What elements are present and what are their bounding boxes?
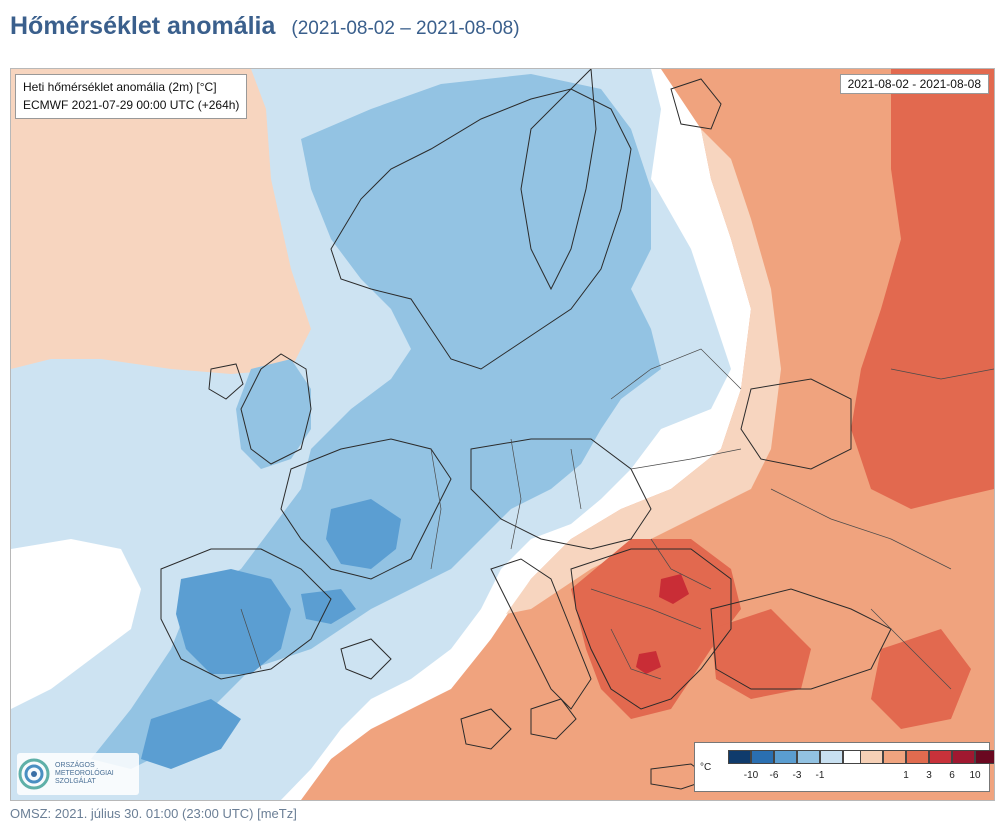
legend-tick-label: 10 bbox=[969, 770, 981, 781]
map-date-box: 2021-08-02 - 2021-08-08 bbox=[839, 74, 989, 94]
legend-tick-label: -3 bbox=[792, 770, 802, 781]
map-canvas bbox=[11, 69, 994, 800]
legend-swatch bbox=[906, 750, 929, 764]
legend-tick-label: -10 bbox=[743, 770, 759, 781]
legend-tick-label: -6 bbox=[769, 770, 779, 781]
zone-neg3-uk bbox=[236, 359, 311, 469]
legend-swatch bbox=[860, 750, 883, 764]
legend-swatch bbox=[883, 750, 906, 764]
legend-swatch bbox=[751, 750, 774, 764]
map-info-box: Heti hőmérséklet anomália (2m) [°C] ECMW… bbox=[15, 74, 248, 119]
legend-swatch bbox=[975, 750, 994, 764]
coastlines bbox=[160, 69, 892, 790]
zone-atlantic-warm bbox=[11, 69, 311, 374]
zone-neg6-france bbox=[326, 499, 401, 569]
legend-swatch bbox=[728, 750, 751, 764]
zone-pos6-levant bbox=[871, 629, 971, 729]
zone-pos3-east bbox=[301, 69, 994, 800]
legend-tick-label: 1 bbox=[903, 770, 909, 781]
omsz-logo[interactable]: ORSZÁGOS METEOROLÓGIAI SZOLGÁLAT bbox=[17, 753, 139, 795]
footer-note: OMSZ: 2021. július 30. 01:00 (23:00 UTC)… bbox=[10, 806, 297, 821]
legend-swatch bbox=[774, 750, 797, 764]
page-title: Hőmérséklet anomália (2021-08-02 – 2021-… bbox=[10, 12, 520, 48]
legend-tick-label: 6 bbox=[949, 770, 955, 781]
color-legend: °C -10 -6 -3 -1 1 3 6 10 bbox=[694, 742, 994, 792]
zone-pos6-balkans bbox=[571, 539, 741, 719]
zone-pos10-serbia bbox=[659, 574, 689, 604]
legend-swatch bbox=[820, 750, 843, 764]
anomaly-map[interactable]: Heti hőmérséklet anomália (2m) [°C] ECMW… bbox=[10, 68, 995, 801]
zone-pos10-greece bbox=[636, 651, 661, 674]
zone-atlantic-neutral bbox=[11, 539, 141, 709]
zone-neg6-ebro bbox=[301, 589, 356, 624]
zone-pos6-russia bbox=[851, 69, 994, 509]
legend-swatch bbox=[952, 750, 975, 764]
legend-swatch bbox=[797, 750, 820, 764]
zone-pos6-turkey bbox=[711, 609, 811, 699]
borders bbox=[240, 348, 994, 690]
map-title: Hőmérséklet anomália bbox=[10, 12, 276, 40]
omsz-logo-text: ORSZÁGOS METEOROLÓGIAI SZOLGÁLAT bbox=[55, 762, 114, 785]
zone-pos1-fringe bbox=[506, 129, 781, 614]
zone-neg6-south bbox=[141, 699, 241, 769]
map-date-range: (2021-08-02 – 2021-08-08) bbox=[291, 18, 520, 39]
legend-swatch bbox=[929, 750, 952, 764]
map-info-model-run: ECMWF 2021-07-29 00:00 UTC (+264h) bbox=[23, 98, 240, 112]
omsz-logo-icon bbox=[18, 758, 50, 790]
map-info-variable: Heti hőmérséklet anomália (2m) [°C] bbox=[23, 80, 217, 94]
legend-tick-label: -1 bbox=[815, 770, 825, 781]
zone-neg6-iberia bbox=[176, 569, 291, 674]
legend-tick-label: 3 bbox=[926, 770, 932, 781]
legend-unit: °C bbox=[700, 762, 712, 773]
